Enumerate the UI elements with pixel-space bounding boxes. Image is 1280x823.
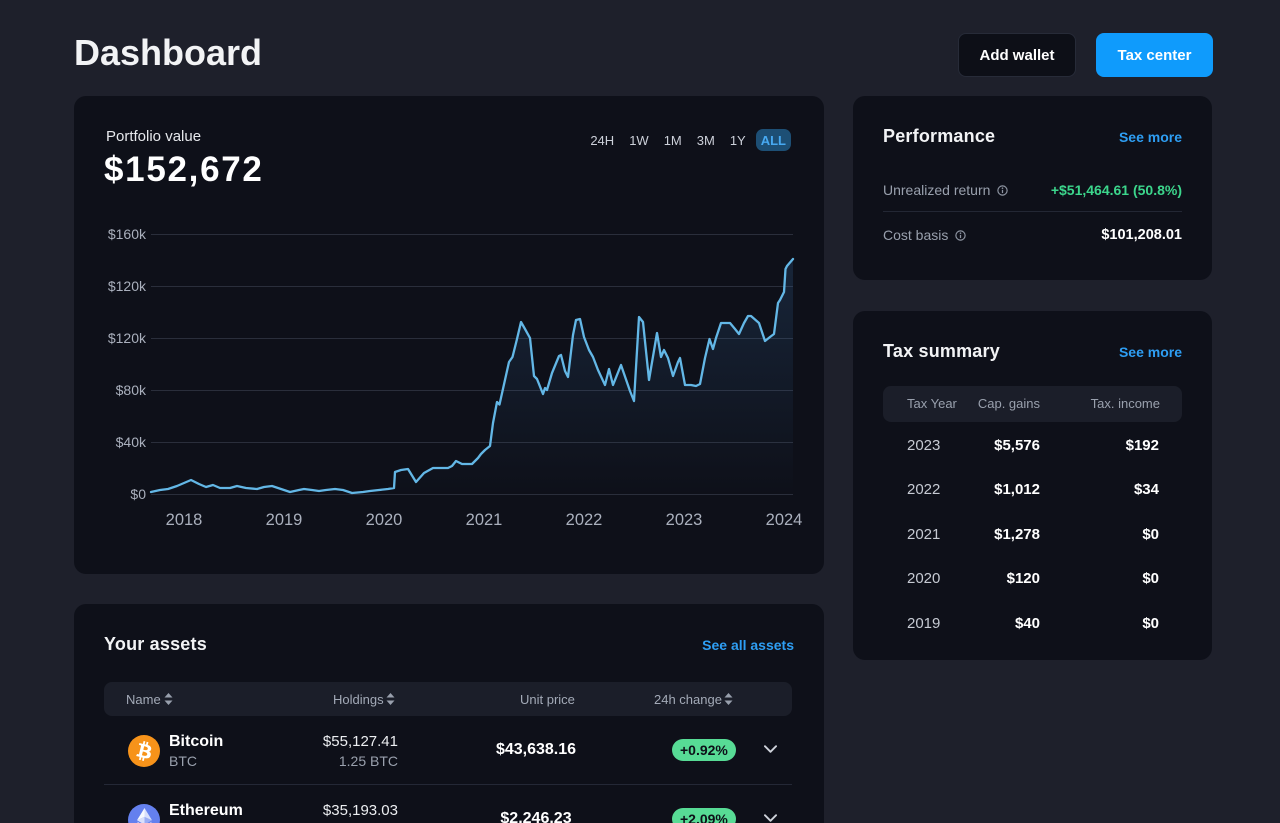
svg-text:2018: 2018: [166, 511, 203, 529]
svg-text:$160k: $160k: [108, 226, 147, 242]
svg-text:2020: 2020: [366, 511, 403, 529]
svg-text:2019: 2019: [266, 511, 303, 529]
svg-text:2022: 2022: [566, 511, 603, 529]
svg-text:$120k: $120k: [108, 278, 147, 294]
svg-text:2021: 2021: [466, 511, 503, 529]
svg-text:$40k: $40k: [116, 434, 147, 450]
svg-text:$0: $0: [130, 486, 146, 502]
svg-text:$80k: $80k: [116, 382, 147, 398]
svg-text:$120k: $120k: [108, 330, 147, 346]
svg-text:2023: 2023: [666, 511, 703, 529]
svg-text:2024: 2024: [766, 511, 803, 529]
